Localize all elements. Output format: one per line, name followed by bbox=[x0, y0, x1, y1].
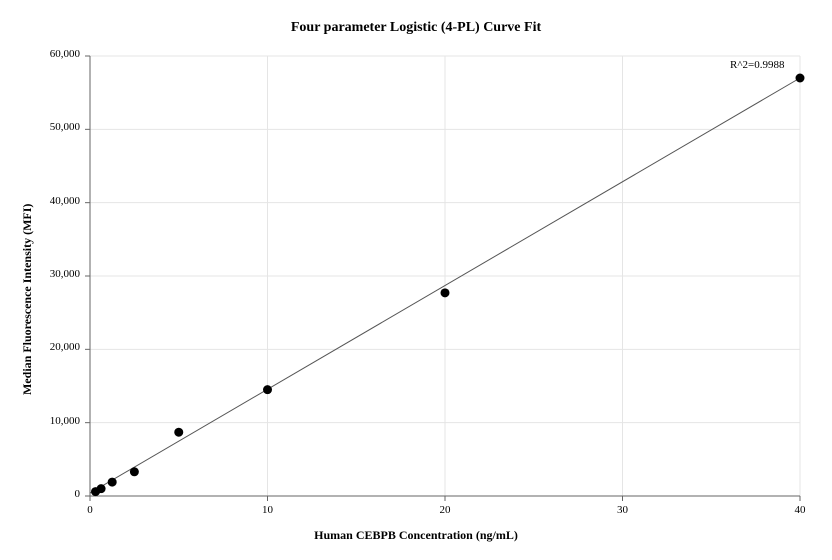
y-tick-label: 0 bbox=[0, 488, 80, 500]
data-point bbox=[796, 74, 805, 83]
data-point bbox=[441, 288, 450, 297]
data-point bbox=[130, 467, 139, 476]
y-tick-label: 10,000 bbox=[0, 415, 80, 427]
x-tick-label: 10 bbox=[243, 504, 293, 516]
y-tick-label: 30,000 bbox=[0, 268, 80, 280]
plot-area bbox=[0, 0, 832, 560]
x-tick-label: 20 bbox=[420, 504, 470, 516]
y-tick-label: 60,000 bbox=[0, 48, 80, 60]
chart-container: Four parameter Logistic (4-PL) Curve Fit… bbox=[0, 0, 832, 560]
x-tick-label: 30 bbox=[598, 504, 648, 516]
y-tick-label: 20,000 bbox=[0, 341, 80, 353]
x-tick-label: 0 bbox=[65, 504, 115, 516]
x-tick-label: 40 bbox=[775, 504, 825, 516]
y-tick-label: 40,000 bbox=[0, 195, 80, 207]
y-tick-label: 50,000 bbox=[0, 121, 80, 133]
data-point bbox=[97, 484, 106, 493]
data-point bbox=[108, 478, 117, 487]
r-squared-annotation: R^2=0.9988 bbox=[730, 59, 784, 71]
data-point bbox=[174, 428, 183, 437]
data-point bbox=[263, 385, 272, 394]
